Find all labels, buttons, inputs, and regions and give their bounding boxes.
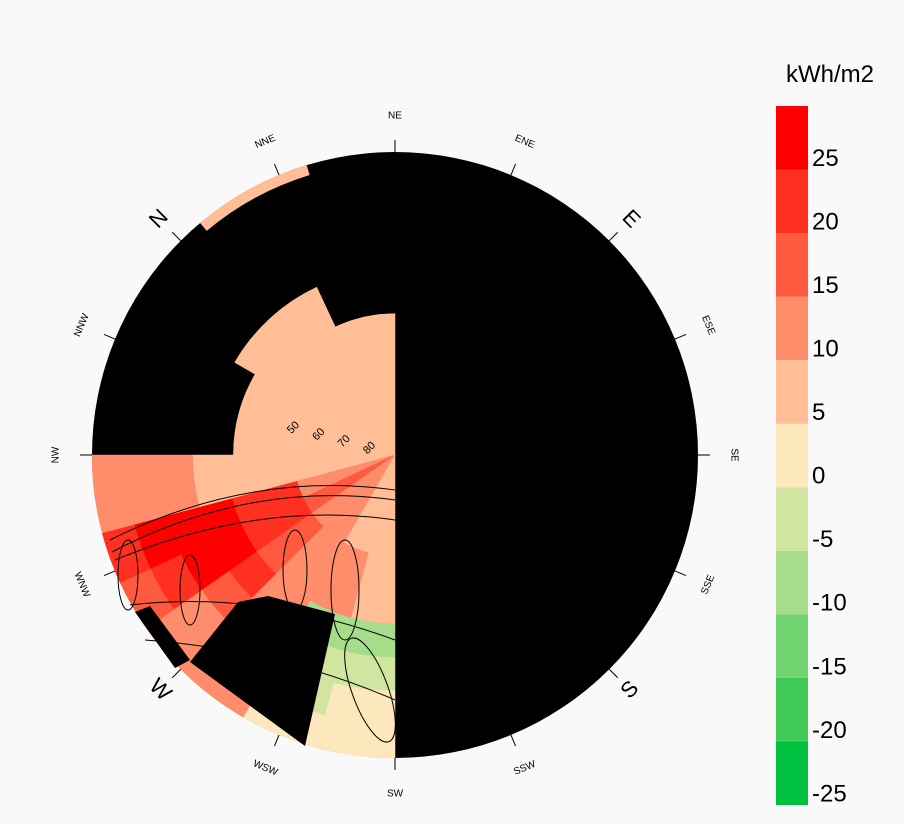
direction-tick (273, 163, 280, 176)
colorbar-tick-label: -25 (812, 780, 847, 807)
colorbar-bin (776, 487, 808, 551)
cell (234, 286, 396, 456)
direction-label: SSE (699, 573, 717, 596)
direction-label: NNE (253, 133, 277, 151)
sun-path-line (114, 514, 396, 561)
direction-label: S (615, 675, 643, 703)
direction-tick (510, 734, 517, 747)
colorbar-bin (776, 741, 808, 805)
direction-label: SSW (512, 759, 538, 778)
cell (344, 454, 396, 553)
direction-tick (608, 231, 619, 242)
direction-label: W (145, 673, 178, 706)
direction-label: ESE (699, 314, 717, 337)
cell (199, 164, 310, 231)
direction-label: E (618, 204, 646, 232)
sun-path-loop (179, 554, 201, 626)
colorbar-bin (776, 296, 808, 361)
sun-path-loop (330, 539, 360, 641)
colorbar-bin (776, 423, 808, 488)
colorbar-tick-label: 5 (812, 399, 825, 426)
cell (311, 454, 396, 527)
colorbar-bin (776, 106, 808, 170)
colorbar-bin (776, 550, 808, 615)
direction-tick (171, 668, 182, 679)
direction-label: WSW (251, 758, 279, 778)
direction-tick (171, 231, 182, 242)
cell (334, 313, 396, 456)
colorbar-bin (776, 233, 808, 297)
colorbar-bin (776, 677, 808, 742)
sun-path-line (111, 495, 396, 553)
colorbar-tick-label: -20 (812, 717, 847, 744)
direction-tick (103, 333, 116, 340)
colorbar-tick-label: -15 (812, 653, 847, 680)
colorbar-bin (776, 169, 808, 234)
direction-tick (273, 734, 280, 747)
direction-tick (674, 570, 687, 577)
direction-tick (608, 668, 619, 679)
colorbar-tick-label: 10 (812, 336, 839, 363)
obstruction (190, 596, 335, 746)
direction-tick (510, 163, 517, 176)
direction-label: N (144, 204, 173, 233)
sun-path-loop (117, 539, 139, 611)
direction-label: SE (728, 448, 739, 462)
direction-label: NNW (72, 312, 92, 339)
colorbar-tick-label: -5 (812, 526, 833, 553)
obstruction (135, 606, 190, 668)
direction-label: SW (387, 789, 404, 800)
sun-path-loop (344, 637, 396, 743)
colorbar-bin (776, 614, 808, 678)
cell (192, 454, 233, 508)
colorbar-tick-label: 20 (812, 208, 839, 235)
direction-label: NW (51, 446, 62, 463)
sun-path-line (109, 485, 396, 541)
direction-label: NE (388, 111, 402, 122)
colorbar: -25 -20 -15 -10 -5 0 5 10 15 20 25 (776, 106, 847, 807)
direction-tick (674, 333, 687, 340)
direction-label: WNW (72, 571, 92, 600)
colorbar-tick-label: 0 (812, 463, 825, 490)
direction-tick (103, 570, 116, 577)
colorbar-bin (776, 360, 808, 424)
colorbar-tick-label: 25 (812, 145, 839, 172)
cell (303, 454, 396, 514)
cell (323, 454, 396, 543)
cell (368, 454, 396, 557)
colorbar-tick-label: -10 (812, 590, 847, 617)
obstruction-mask (135, 596, 335, 746)
direction-label: ENE (513, 133, 537, 151)
colorbar-tick-label: 15 (812, 272, 839, 299)
legend-title: kWh/m2 (786, 61, 874, 88)
